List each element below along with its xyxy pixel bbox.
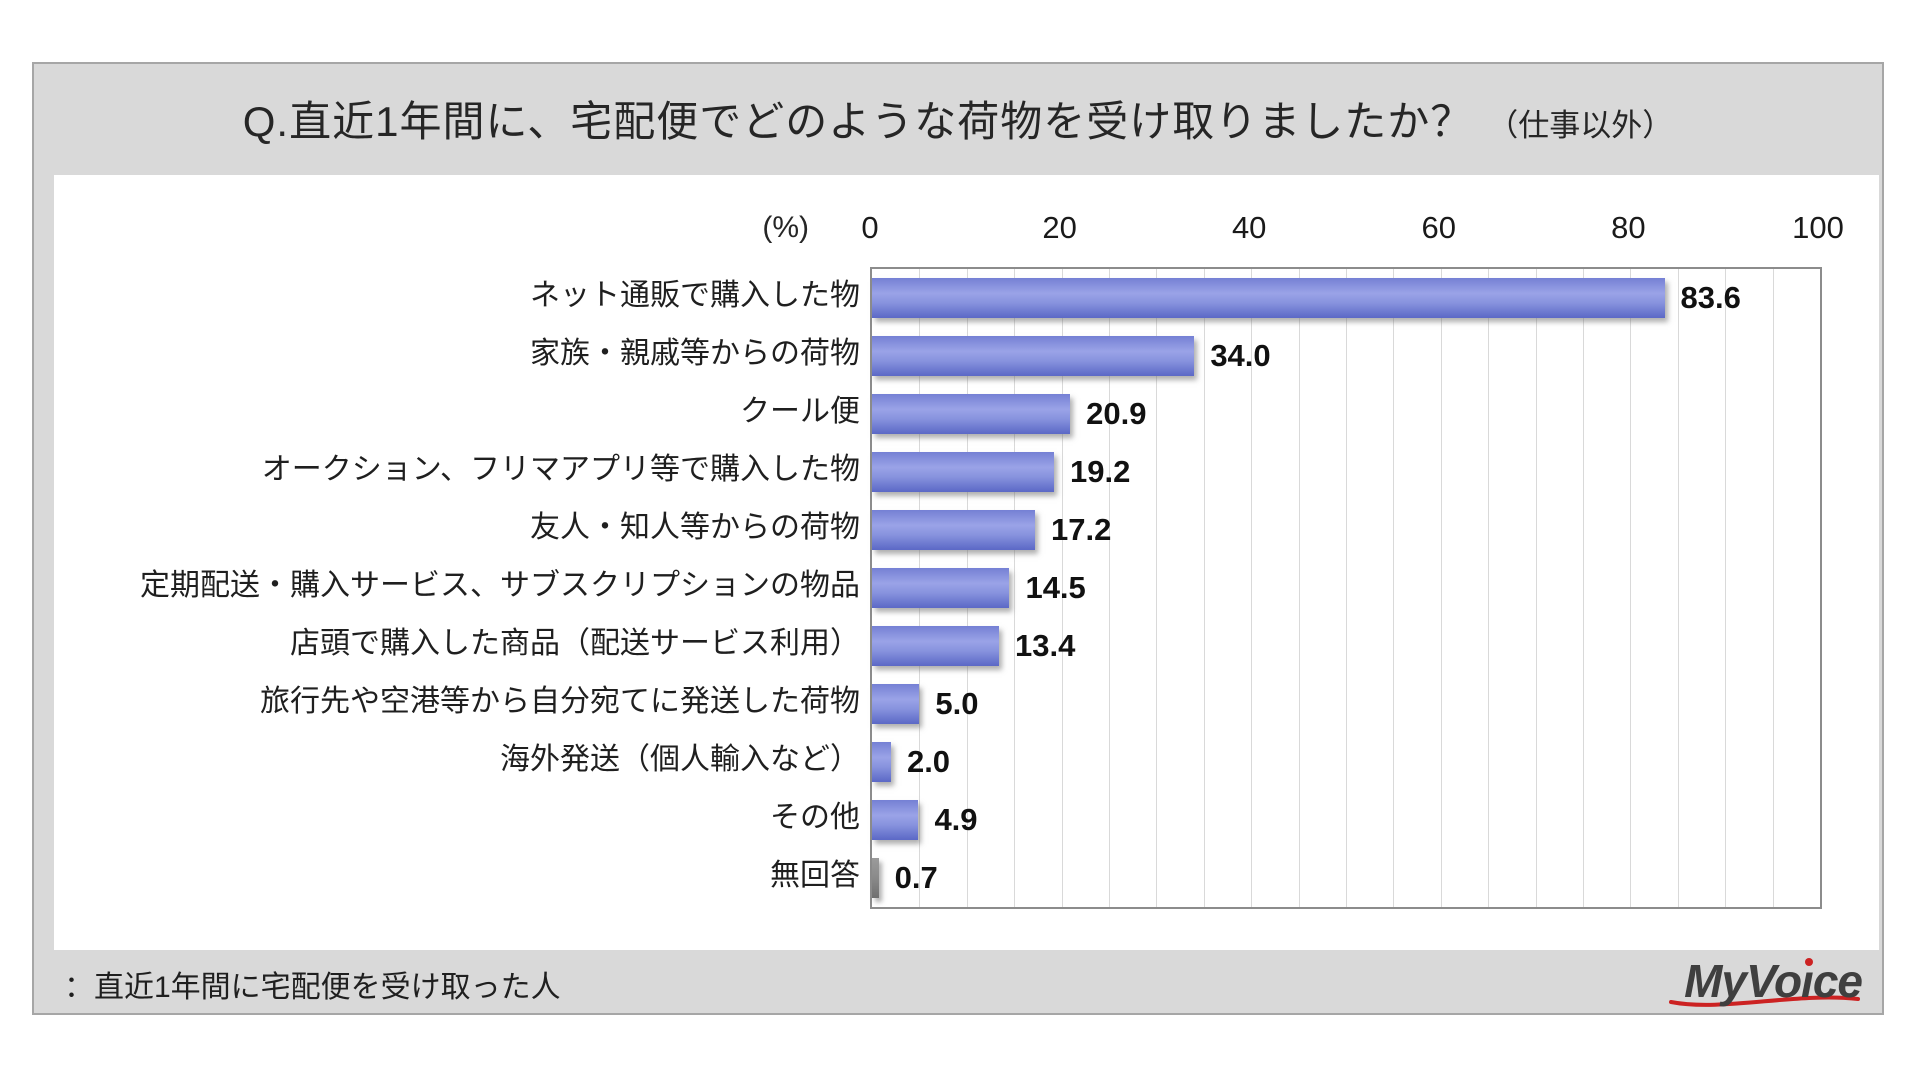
gridline bbox=[1630, 269, 1632, 907]
bar bbox=[872, 394, 1071, 434]
bar-row: 17.2 bbox=[872, 501, 1820, 559]
bar bbox=[872, 626, 1000, 666]
bar-row: 19.2 bbox=[872, 443, 1820, 501]
bar bbox=[872, 278, 1665, 318]
chart-title-main: Q.直近1年間に、宅配便でどのような荷物を受け取りましたか？ bbox=[242, 98, 1474, 145]
gridline bbox=[1677, 269, 1679, 907]
gridline bbox=[1203, 269, 1205, 907]
x-axis-tick: 60 bbox=[1421, 210, 1457, 245]
x-axis-tick: 100 bbox=[1792, 210, 1844, 245]
bar-row: 4.9 bbox=[872, 791, 1820, 849]
gridline bbox=[1772, 269, 1774, 907]
logo-letter-i: ı bbox=[1801, 955, 1814, 1007]
bar-row: 5.0 bbox=[872, 675, 1820, 733]
gridline bbox=[1393, 269, 1395, 907]
bar-row: 2.0 bbox=[872, 733, 1820, 791]
bar-row: 20.9 bbox=[872, 385, 1820, 443]
bar bbox=[872, 510, 1036, 550]
plot-area: 83.6 34.0 20.9 19.2 17.2 14.5 13.4 5.0 2.0 4.9 0.7 bbox=[870, 267, 1822, 909]
category-label: 店頭で購入した商品（配送サービス利用） bbox=[290, 627, 860, 660]
gridline bbox=[1535, 269, 1537, 907]
bar-value-label: 2.0 bbox=[906, 744, 951, 779]
bar-value-label: 4.9 bbox=[934, 802, 978, 837]
x-axis-tick: 80 bbox=[1611, 210, 1646, 245]
bar-value-label: 5.0 bbox=[935, 686, 979, 721]
logo-red-dot bbox=[1805, 958, 1814, 966]
gridline bbox=[1488, 269, 1490, 907]
x-axis-tick: 0 bbox=[861, 210, 879, 245]
bar-value-label: 83.6 bbox=[1680, 280, 1741, 315]
gridline bbox=[1725, 269, 1727, 907]
gridline bbox=[1061, 269, 1063, 907]
bar-value-label: 14.5 bbox=[1025, 570, 1086, 605]
bar-value-label: 34.0 bbox=[1210, 338, 1271, 373]
bar-value-label: 19.2 bbox=[1070, 454, 1131, 489]
category-label: 無回答 bbox=[770, 859, 860, 892]
survey-chart-panel: Q.直近1年間に、宅配便でどのような荷物を受け取りましたか？ （仕事以外） (%)… bbox=[32, 62, 1884, 1015]
gridline bbox=[1346, 269, 1347, 907]
bar-value-label: 17.2 bbox=[1051, 512, 1112, 547]
gridline bbox=[1109, 269, 1110, 907]
bar bbox=[872, 684, 920, 724]
bar-row: 83.6 bbox=[872, 269, 1820, 327]
gridline bbox=[1298, 269, 1300, 907]
gridline bbox=[1440, 269, 1442, 907]
category-label: オークション、フリマアプリ等で購入した物 bbox=[261, 453, 860, 486]
chart-area: (%) 0 20 40 60 80 100 ネット通販で購入した物 家族・親戚等からの荷物ク… bbox=[54, 175, 1879, 950]
category-label: ネット通販で購入した物 bbox=[530, 279, 860, 312]
bar-value-label: 13.4 bbox=[1015, 628, 1076, 663]
category-label: 海外発送（個人輸入など） bbox=[500, 743, 860, 776]
axis-unit-label: (%) bbox=[762, 211, 809, 244]
chart-title: Q.直近1年間に、宅配便でどのような荷物を受け取りましたか？ （仕事以外） bbox=[34, 88, 1882, 149]
bar-row: 14.5 bbox=[872, 559, 1820, 617]
bar bbox=[872, 568, 1010, 608]
category-label: その他 bbox=[770, 801, 860, 834]
bar bbox=[872, 800, 919, 840]
category-label: 定期配送・購入サービス、サブスクリプションの物品 bbox=[140, 569, 860, 602]
bar bbox=[872, 336, 1195, 376]
logo-text: MyVoı ce bbox=[1684, 955, 1863, 1007]
category-label: 旅行先や空港等から自分宛てに発送した荷物 bbox=[260, 685, 860, 718]
logo-swoosh-icon bbox=[1669, 995, 1860, 1007]
gridline bbox=[1014, 269, 1016, 907]
bar bbox=[872, 858, 879, 898]
category-label: 家族・親戚等からの荷物 bbox=[530, 337, 860, 370]
bar-row: 34.0 bbox=[872, 327, 1820, 385]
gridline bbox=[1251, 269, 1253, 907]
x-axis-tick: 20 bbox=[1042, 210, 1077, 245]
x-axis-tick: 40 bbox=[1231, 210, 1267, 245]
bar-value-label: 0.7 bbox=[894, 860, 938, 895]
bar-value-label: 20.9 bbox=[1086, 396, 1147, 431]
bar bbox=[872, 452, 1055, 492]
category-label: 友人・知人等からの荷物 bbox=[530, 511, 860, 544]
gridline bbox=[1156, 269, 1158, 907]
bar bbox=[872, 742, 891, 782]
category-label: クール便 bbox=[740, 395, 860, 428]
myvoice-logo: MyVoı ce bbox=[1667, 954, 1863, 1014]
gridline bbox=[1583, 269, 1584, 907]
chart-title-suffix: （仕事以外） bbox=[1487, 108, 1674, 143]
bar-row: 13.4 bbox=[872, 617, 1820, 675]
bar-row: 0.7 bbox=[872, 849, 1820, 907]
footer-note: ：直近1年間に宅配便を受け取った人 bbox=[64, 971, 561, 1004]
